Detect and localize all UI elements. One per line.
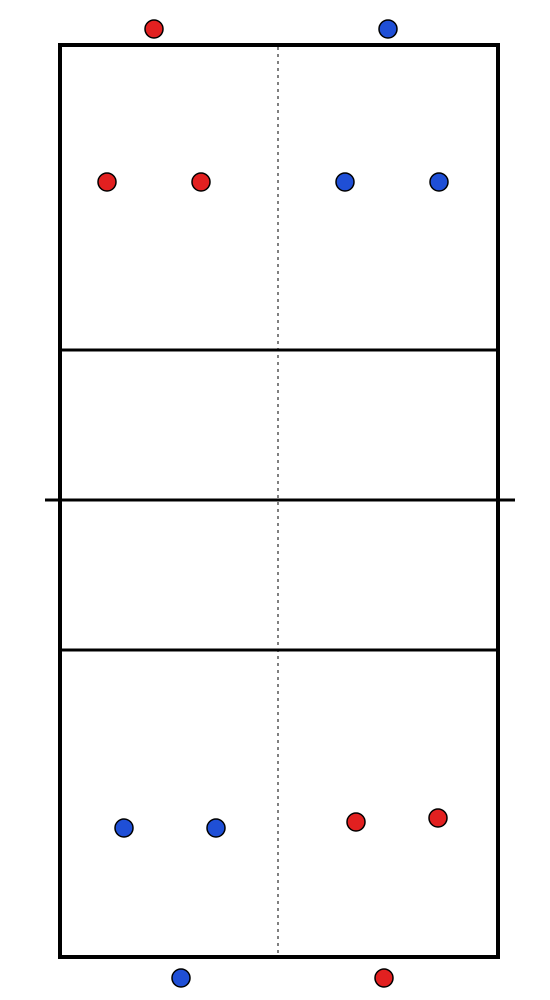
- player-marker: [172, 969, 190, 987]
- player-marker: [429, 809, 447, 827]
- player-marker: [379, 20, 397, 38]
- player-marker: [347, 813, 365, 831]
- player-marker: [145, 20, 163, 38]
- player-marker: [98, 173, 116, 191]
- player-marker: [115, 819, 133, 837]
- player-marker: [430, 173, 448, 191]
- court-diagram: [0, 0, 550, 1000]
- player-marker: [336, 173, 354, 191]
- player-marker: [207, 819, 225, 837]
- player-marker: [192, 173, 210, 191]
- player-marker: [375, 969, 393, 987]
